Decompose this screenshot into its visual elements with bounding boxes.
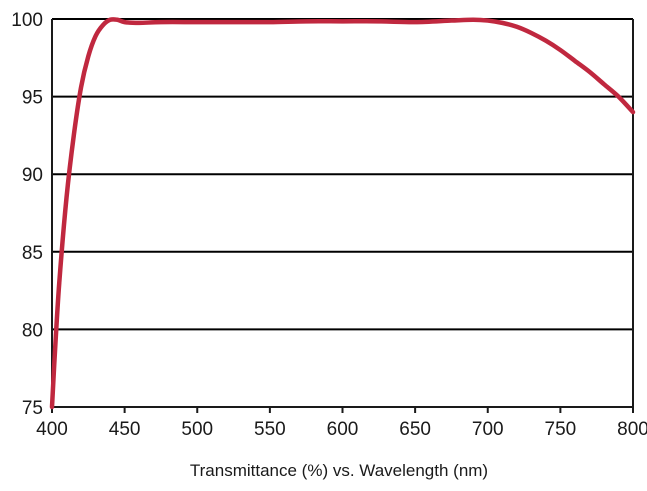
x-tick-label-750: 750 [545, 419, 577, 440]
x-tick-label-800: 800 [617, 419, 647, 440]
x-tick-label-400: 400 [36, 419, 68, 440]
x-axis-title: Transmittance (%) vs. Wavelength (nm) [190, 461, 488, 480]
label-layer: 400 450 500 550 600 650 700 750 800 75 80 85 90 95 100 [11, 10, 647, 440]
y-tick-label-75: 75 [22, 398, 43, 419]
y-tick-label-90: 90 [22, 165, 43, 186]
x-tick-label-500: 500 [181, 419, 213, 440]
x-tick-label-450: 450 [109, 419, 141, 440]
x-tick-label-650: 650 [399, 419, 431, 440]
x-tick-label-550: 550 [254, 419, 286, 440]
series-layer [49, 17, 636, 410]
x-tick-label-600: 600 [327, 419, 359, 440]
y-tick-label-80: 80 [22, 320, 43, 341]
y-tick-label-95: 95 [22, 88, 43, 109]
grid-layer [52, 18, 633, 408]
axis-layer [51, 19, 634, 413]
x-tick-label-700: 700 [472, 419, 504, 440]
y-tick-label-100: 100 [11, 10, 43, 31]
transmittance-curve-0 [49, 17, 636, 410]
y-tick-label-85: 85 [22, 243, 43, 264]
